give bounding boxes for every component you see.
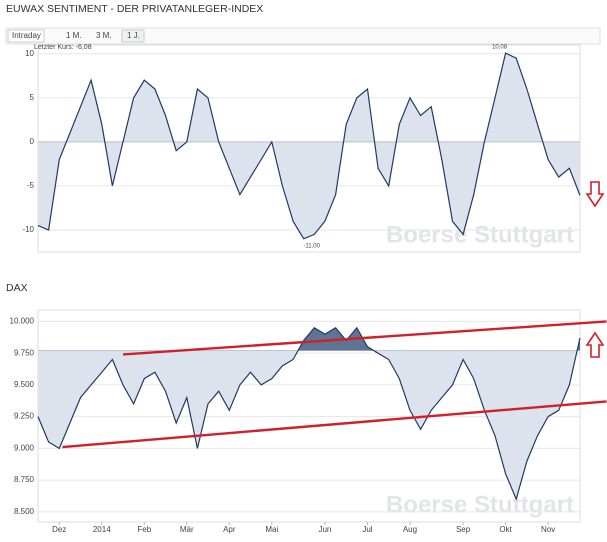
chart-title: EUWAX SENTIMENT - DER PRIVATANLEGER-INDE… [6, 3, 263, 15]
y-tick-label: 9.500 [14, 380, 35, 389]
watermark: Boerse Stuttgart [386, 221, 574, 248]
tab-active[interactable] [121, 29, 145, 43]
x-tick-label: Nov [541, 525, 555, 534]
x-tick-label: Feb [137, 525, 151, 534]
y-tick-label: 10 [25, 49, 34, 58]
tab-label[interactable]: 1 M. [66, 31, 82, 40]
y-tick-label: 9.250 [14, 412, 35, 421]
y-tick-label: 8.500 [14, 507, 35, 516]
x-tick-label: Apr [223, 525, 236, 534]
last-price-label: Letzter Kurs: -6,08 [34, 44, 92, 51]
watermark: Boerse Stuttgart [386, 491, 574, 518]
chart-title: DAX [6, 282, 28, 294]
down-arrow [585, 181, 605, 208]
tab-label[interactable]: 1 J. [127, 31, 140, 40]
trend-line [62, 400, 607, 449]
x-tick-label: Okt [499, 525, 512, 534]
area [38, 53, 580, 239]
x-tick-label: Sep [456, 525, 471, 534]
y-tick-label: -10 [22, 225, 34, 234]
y-tick-label: 8.750 [14, 475, 35, 484]
line [37, 52, 581, 240]
x-tick-label: 2014 [93, 525, 111, 534]
y-tick-label: 5 [30, 93, 35, 102]
up-arrow [585, 331, 605, 358]
tab-label[interactable]: Intraday [12, 31, 41, 40]
x-tick-label: Jun [318, 525, 331, 534]
x-tick-label: Aug [403, 525, 417, 534]
max-label: 10,08 [492, 45, 508, 51]
line [37, 326, 581, 501]
x-tick-label: Dez [52, 525, 66, 534]
tab[interactable] [7, 29, 45, 43]
tab-bar [5, 27, 601, 45]
y-tick-label: 9.750 [14, 348, 35, 357]
x-tick-label: Mai [265, 525, 278, 534]
min-label: -11,00 [303, 243, 320, 249]
y-tick-label: 9.000 [14, 443, 35, 452]
tab-label[interactable]: 3 M. [96, 31, 112, 40]
y-tick-label: -5 [27, 181, 35, 190]
x-tick-label: Jul [362, 525, 372, 534]
x-tick-label: Mär [180, 525, 194, 534]
y-tick-label: 0 [30, 137, 35, 146]
trend-line [122, 320, 607, 356]
y-tick-label: 10.000 [10, 317, 35, 326]
area [38, 327, 580, 500]
